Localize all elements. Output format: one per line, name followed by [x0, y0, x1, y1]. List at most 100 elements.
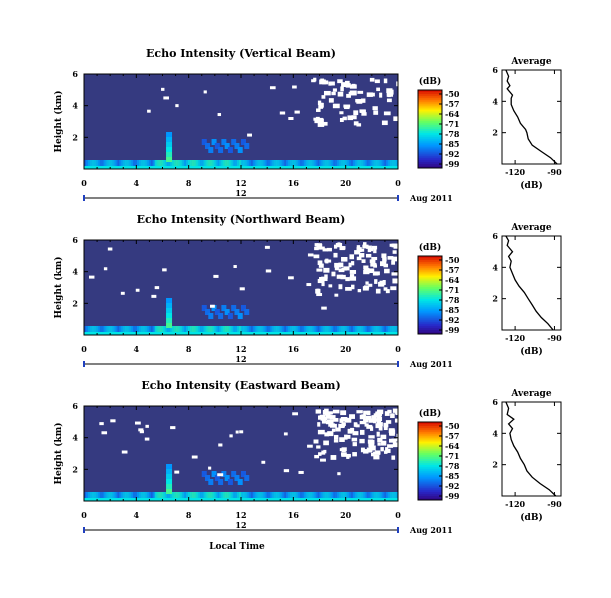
colorbar-tick-label: -99	[445, 159, 460, 169]
nodata-cell	[324, 274, 328, 279]
echo-cell	[146, 326, 150, 335]
echo-cell	[227, 160, 230, 169]
nodata-cell	[233, 265, 237, 269]
nodata-cell	[316, 268, 323, 272]
nodata-cell	[288, 116, 294, 120]
colorbar-frame	[417, 255, 443, 335]
echo-cell	[309, 160, 312, 169]
nodata-cell	[386, 91, 394, 97]
nodata-cell	[322, 248, 328, 252]
echo-cell	[374, 492, 377, 501]
echo-cell	[201, 492, 205, 501]
echo-cell	[290, 326, 293, 335]
nodata-cell	[317, 100, 322, 105]
profile-x-tick-label: -90	[547, 167, 562, 177]
echo-cell	[317, 326, 320, 335]
echo-cell	[348, 326, 352, 335]
echo-cell	[380, 160, 383, 169]
echo-cell	[250, 326, 254, 335]
nodata-cell	[320, 458, 326, 462]
nodata-cell	[349, 414, 355, 419]
nodata-cell	[99, 422, 104, 426]
nodata-cell	[387, 444, 394, 448]
nodata-cell	[374, 279, 378, 284]
y-tick-label: 4	[72, 267, 78, 277]
nodata-cell	[317, 278, 325, 284]
nodata-cell	[360, 447, 365, 453]
nodata-cell	[318, 452, 322, 456]
echo-cell	[188, 326, 191, 335]
echo-cell	[288, 492, 291, 501]
echo-cell	[376, 160, 379, 169]
colorbar-unit: (dB)	[419, 242, 441, 253]
colorbar-step	[418, 295, 442, 298]
nodata-cell	[283, 432, 288, 436]
echo-cell	[341, 160, 344, 169]
echo-cell	[211, 492, 214, 501]
nodata-cell	[387, 448, 391, 453]
nodata-cell	[385, 447, 389, 451]
nodata-cell	[107, 247, 113, 251]
nodata-cell	[385, 289, 390, 294]
nodata-cell	[147, 109, 151, 113]
echo-cell	[178, 160, 181, 169]
colorbar-step	[418, 449, 442, 452]
nodata-cell	[374, 79, 380, 84]
echo-cell	[307, 326, 310, 335]
echo-cell	[91, 492, 95, 501]
colorbar-step	[418, 121, 442, 124]
echo-cell	[295, 326, 299, 335]
echo-plume	[166, 484, 173, 489]
echo-cell	[274, 326, 277, 335]
colorbar-step	[418, 162, 442, 165]
echo-cell	[396, 492, 399, 501]
echo-plume	[166, 152, 173, 157]
x-tick-label: 4	[134, 178, 140, 188]
echo-cell	[292, 492, 295, 501]
colorbar-tick-label: -78	[445, 129, 460, 139]
colorbar-step	[418, 105, 442, 108]
nodata-cell	[349, 270, 357, 274]
nodata-cell	[363, 418, 369, 423]
nodata-cell	[339, 111, 344, 115]
echo-cell	[218, 147, 224, 153]
profile-y-tick-label: 2	[492, 294, 498, 304]
colorbar-step	[418, 97, 442, 101]
nodata-cell	[306, 283, 312, 287]
echo-cell	[270, 160, 273, 169]
echo-cell	[135, 326, 138, 335]
echo-cell	[237, 160, 240, 169]
colorbar-step	[418, 91, 442, 95]
echo-cell	[246, 160, 250, 169]
colorbar-step	[418, 470, 442, 474]
echo-cell	[392, 492, 395, 501]
echo-cell	[158, 492, 161, 501]
colorbar-tick-label: -78	[445, 295, 460, 305]
colorbar-step	[418, 293, 442, 296]
echo-cell	[272, 492, 275, 501]
nodata-cell	[324, 432, 330, 437]
nodata-cell	[392, 243, 399, 247]
profile-y-tick-label: 4	[492, 262, 498, 272]
nodata-cell	[325, 420, 332, 425]
echo-cell	[266, 326, 269, 335]
echo-cell	[278, 492, 281, 501]
profile-y-tick-label: 6	[492, 65, 498, 75]
profile-x-label: (dB)	[520, 346, 542, 357]
y-tick-label: 6	[72, 235, 78, 245]
colorbar-step	[418, 273, 442, 276]
echo-cell	[133, 160, 136, 169]
date-day: 12	[235, 520, 246, 530]
panel-2: Echo Intensity (Eastward Beam) 0 4 8 12 16 20 0…	[53, 379, 562, 552]
echo-cell	[288, 160, 291, 169]
colorbar-step	[418, 101, 442, 105]
colorbar-tick-label: -71	[445, 285, 459, 295]
nodata-cell	[344, 80, 350, 85]
echo-cell	[150, 160, 153, 169]
echo-cell	[133, 492, 136, 501]
nodata-cell	[372, 271, 379, 276]
x-tick-label: 0	[395, 178, 401, 188]
echo-cell	[394, 326, 397, 335]
echo-cell	[299, 492, 303, 501]
colorbar-step	[418, 291, 442, 294]
